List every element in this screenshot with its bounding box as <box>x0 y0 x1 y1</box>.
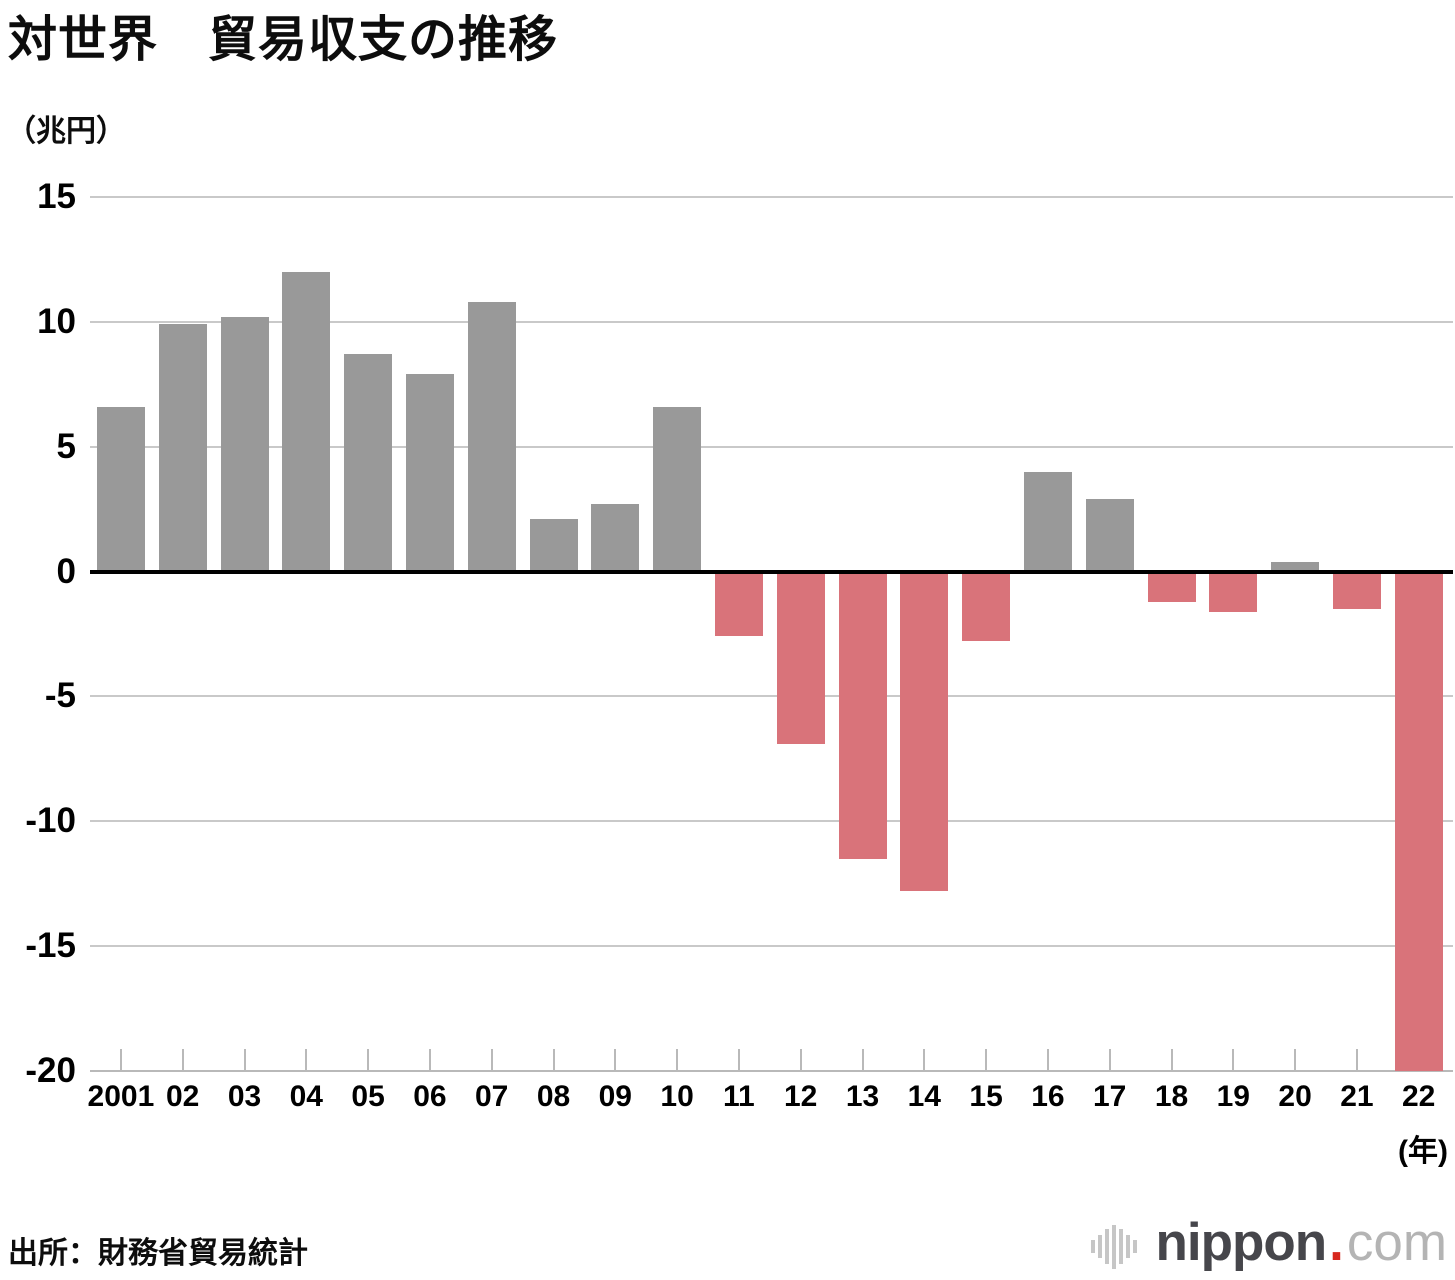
x-tick-label-09: 09 <box>598 1080 632 1113</box>
bar-14 <box>900 571 949 892</box>
x-axis-tick <box>1294 1049 1297 1071</box>
x-tick-label-02: 02 <box>166 1080 200 1113</box>
bar-08 <box>529 519 578 572</box>
x-tick-label-03: 03 <box>227 1080 262 1113</box>
x-axis-tick <box>119 1049 122 1071</box>
x-axis-tick <box>923 1049 926 1071</box>
y-tick-label: -15 <box>25 926 76 966</box>
y-tick-label: -20 <box>25 1051 76 1090</box>
bar-21 <box>1332 571 1381 610</box>
bar-09 <box>591 504 640 572</box>
logo-text-com: com <box>1346 1213 1447 1272</box>
bar-07 <box>467 301 516 572</box>
y-tick-label: 15 <box>37 177 76 216</box>
x-tick-label-14: 14 <box>907 1080 941 1113</box>
x-tick-label-13: 13 <box>845 1080 880 1113</box>
x-tick-label-20: 20 <box>1278 1080 1312 1113</box>
x-tick-label-08: 08 <box>536 1080 571 1113</box>
bar-06 <box>405 374 454 572</box>
nippon-com-logo: nippon . com <box>1090 1212 1447 1273</box>
gridline--5 <box>90 695 1453 698</box>
x-axis-tick <box>1170 1049 1173 1071</box>
x-tick-label-07: 07 <box>475 1080 509 1113</box>
bar-20 <box>1271 561 1320 572</box>
bar-12 <box>776 571 825 744</box>
x-axis-tick <box>799 1049 802 1071</box>
x-axis-tick <box>367 1049 370 1071</box>
bar-05 <box>344 354 393 572</box>
x-axis-tick <box>1232 1049 1235 1071</box>
gridline-5 <box>90 445 1453 448</box>
source-note: 出所：財務省貿易統計 <box>8 1237 308 1270</box>
gridline-10 <box>90 320 1453 323</box>
logo-text-nippon: nippon <box>1155 1213 1328 1272</box>
x-tick-label-15: 15 <box>969 1080 1003 1113</box>
bar-02 <box>158 324 207 572</box>
x-axis-tick <box>428 1049 431 1071</box>
x-axis-tick <box>490 1049 493 1071</box>
x-tick-label-11: 11 <box>723 1080 755 1113</box>
bar-13 <box>838 571 887 859</box>
x-axis-tick <box>1108 1049 1111 1071</box>
logo-red-dot: . <box>1329 1213 1344 1272</box>
x-tick-label-05: 05 <box>351 1080 385 1113</box>
x-axis-tick <box>1355 1049 1358 1071</box>
zero-baseline <box>90 569 1453 574</box>
x-axis-tick <box>243 1049 246 1071</box>
x-tick-label-12: 12 <box>784 1080 818 1113</box>
x-axis-tick <box>181 1049 184 1071</box>
y-tick-label: 5 <box>56 426 76 466</box>
bar-18 <box>1147 571 1196 602</box>
x-tick-label-2001: 2001 <box>87 1080 155 1113</box>
x-tick-label-06: 06 <box>413 1080 447 1113</box>
x-tick-label-17: 17 <box>1093 1080 1127 1113</box>
x-axis-tick <box>676 1049 679 1071</box>
x-axis-tick <box>1046 1049 1049 1071</box>
bar-17 <box>1085 499 1134 572</box>
bar-15 <box>962 571 1011 642</box>
x-tick-label-04: 04 <box>289 1080 323 1113</box>
y-tick-label: 10 <box>37 301 76 341</box>
y-tick-label: -10 <box>25 801 76 841</box>
x-axis-tick <box>305 1049 308 1071</box>
gridline-15 <box>90 196 1453 198</box>
x-tick-label-10: 10 <box>660 1080 694 1113</box>
y-tick-label: -5 <box>44 676 76 716</box>
bar-19 <box>1209 571 1258 612</box>
x-axis-tick <box>552 1049 555 1071</box>
bar-2001 <box>96 406 145 572</box>
bar-16 <box>1023 471 1072 572</box>
y-axis-unit-label: （兆円） <box>6 115 126 148</box>
x-tick-label-18: 18 <box>1154 1080 1189 1113</box>
y-tick-label: 0 <box>56 551 76 591</box>
bar-11 <box>714 571 763 637</box>
x-axis-year-suffix: (年) <box>1398 1135 1448 1168</box>
x-tick-label-19: 19 <box>1216 1080 1250 1113</box>
x-tick-label-16: 16 <box>1031 1080 1065 1113</box>
x-axis-tick <box>737 1049 740 1071</box>
page-title: 対世界 貿易収支の推移 <box>8 13 559 67</box>
x-tick-label-21: 21 <box>1340 1080 1374 1113</box>
bar-10 <box>653 406 702 572</box>
bar-03 <box>220 316 269 572</box>
bar-22 <box>1394 571 1443 1071</box>
x-axis-tick <box>985 1049 988 1071</box>
bar-04 <box>282 271 331 572</box>
x-axis-tick <box>861 1049 864 1071</box>
gridline--10 <box>90 820 1453 823</box>
x-tick-label-22: 22 <box>1402 1080 1436 1113</box>
x-axis-tick <box>614 1049 617 1071</box>
gridline--15 <box>90 945 1453 948</box>
nippon-logo-wave-icon <box>1090 1224 1140 1270</box>
gridline--20 <box>90 1070 1453 1072</box>
